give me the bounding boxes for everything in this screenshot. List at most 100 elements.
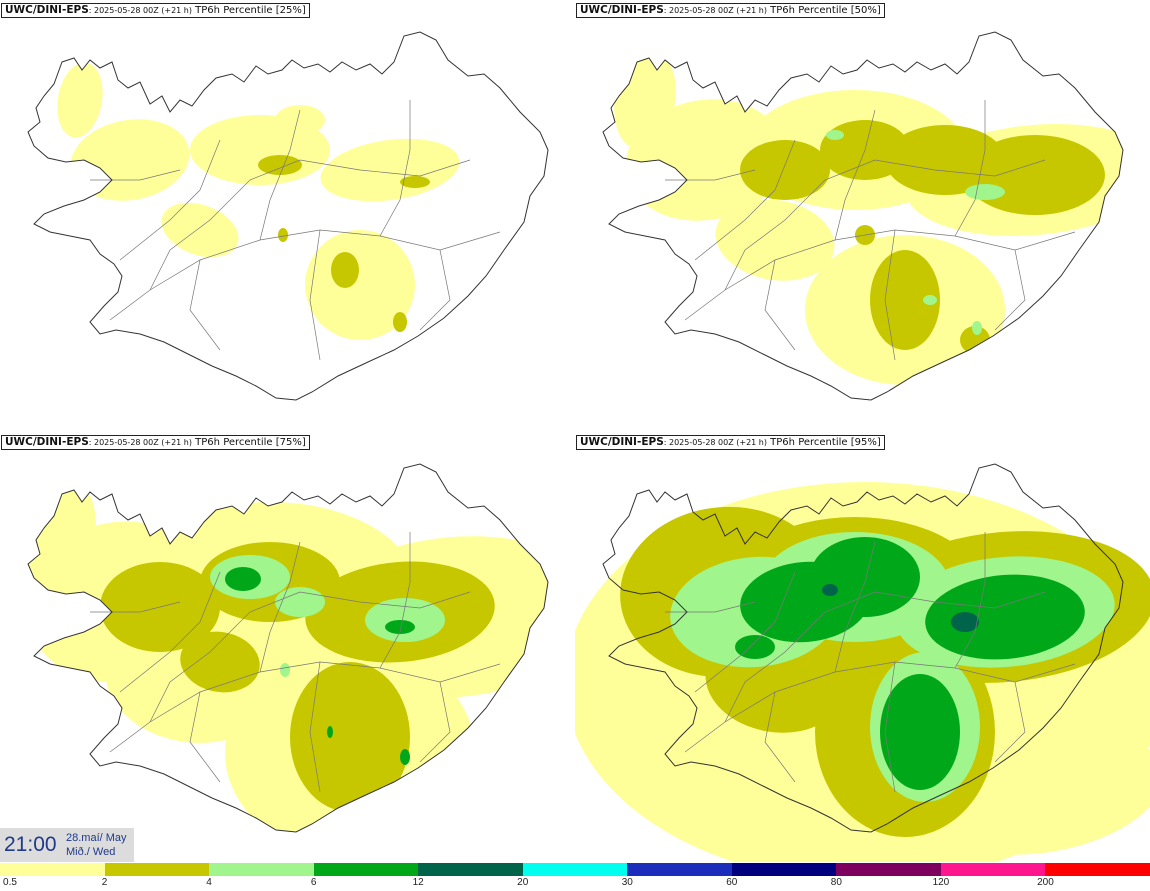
precip-area	[385, 620, 415, 634]
legend-tick-label: 6	[310, 877, 317, 888]
precip-area	[320, 138, 460, 202]
road-line	[694, 139, 796, 261]
legend-tick-label: 0.5	[3, 877, 17, 888]
precip-area	[280, 663, 290, 677]
legend-color-segment	[209, 863, 315, 876]
panel-title: UWC/DINI-EPS: 2025-05-28 00Z (+21 h) TP6…	[1, 435, 310, 450]
precip-area	[258, 155, 302, 175]
road-line	[419, 681, 451, 763]
road-line	[109, 661, 501, 753]
iceland-precip-map	[27, 463, 549, 833]
iceland-precip-map	[27, 31, 549, 401]
road-line	[724, 591, 1046, 723]
panel-title: UWC/DINI-EPS: 2025-05-28 00Z (+21 h) TP6…	[576, 435, 885, 450]
legend-tick-label: 4	[206, 877, 212, 888]
precip-area	[327, 726, 333, 738]
precip-area	[161, 202, 239, 258]
precip-area	[225, 567, 261, 591]
legend-tick-label: 30	[621, 877, 633, 888]
legend-color-segment	[522, 863, 628, 876]
road-line	[189, 259, 221, 351]
precip-area	[400, 176, 430, 188]
precip-area	[180, 631, 260, 693]
coastline	[602, 31, 1124, 401]
precip-area	[275, 587, 325, 617]
road-line	[419, 249, 451, 331]
road-line	[665, 169, 756, 181]
road-line	[90, 601, 181, 613]
map-panel-25: UWC/DINI-EPS: 2025-05-28 00Z (+21 h) TP6…	[0, 0, 575, 430]
precip-area	[822, 584, 838, 596]
valid-time-box: 21:00 28.maí/ May Mið./ Wed	[0, 828, 134, 862]
road-line	[149, 159, 471, 291]
precip-area	[826, 130, 844, 140]
precip-area	[965, 184, 1005, 200]
legend-color-segment	[104, 863, 210, 876]
road-line	[119, 139, 221, 261]
road-line	[189, 691, 221, 783]
legend-color-segment	[940, 863, 1046, 876]
coastline	[27, 31, 549, 401]
precip-area	[290, 662, 410, 812]
road-line	[954, 100, 986, 237]
road-line	[109, 229, 501, 321]
precip-area	[735, 635, 775, 659]
road-line	[309, 661, 321, 793]
precip-area	[400, 749, 410, 765]
road-line	[259, 541, 301, 673]
road-line	[994, 681, 1026, 763]
precip-area	[278, 228, 288, 242]
legend-tick-label: 60	[726, 877, 738, 888]
road-line	[834, 541, 876, 673]
legend-tick-label: 120	[932, 877, 950, 888]
road-line	[684, 661, 1076, 753]
road-line	[954, 532, 986, 669]
road-line	[149, 591, 471, 723]
map-panel-75: UWC/DINI-EPS: 2025-05-28 00Z (+21 h) TP6…	[0, 432, 575, 862]
road-line	[694, 571, 796, 693]
road-line	[379, 100, 411, 237]
coastline	[27, 463, 549, 833]
precip-area	[57, 62, 103, 138]
precip-area	[923, 295, 937, 305]
road-line	[119, 571, 221, 693]
legend-color-segment	[1045, 863, 1150, 876]
road-line	[665, 601, 756, 613]
precip-area	[305, 230, 415, 340]
legend-tick-label: 200	[1037, 877, 1054, 888]
precip-area	[275, 105, 325, 135]
valid-date: 28.maí/ May	[66, 832, 127, 844]
map-panel-50: UWC/DINI-EPS: 2025-05-28 00Z (+21 h) TP6…	[575, 0, 1150, 430]
precip-area	[880, 674, 960, 790]
road-line	[884, 661, 896, 793]
precip-color-legend: 0.5 2 4 6 12 20 30 60 80 120 200	[0, 862, 1150, 891]
road-line	[884, 229, 896, 361]
road-line	[764, 691, 796, 783]
panel-title: UWC/DINI-EPS: 2025-05-28 00Z (+21 h) TP6…	[576, 3, 885, 18]
road-line	[764, 259, 796, 351]
iceland-precip-map	[602, 31, 1124, 401]
road-line	[834, 109, 876, 241]
road-line	[309, 229, 321, 361]
legend-tick-label: 20	[517, 877, 529, 888]
road-line	[379, 532, 411, 669]
map-panel-95: UWC/DINI-EPS: 2025-05-28 00Z (+21 h) TP6…	[575, 432, 1150, 862]
legend-color-segment	[731, 863, 837, 876]
valid-weekday: Mið./ Wed	[66, 846, 116, 858]
legend-tick-label: 12	[412, 877, 424, 888]
coastline	[602, 463, 1124, 833]
legend-color-segment	[627, 863, 733, 876]
legend-tick-label: 2	[101, 877, 108, 888]
road-line	[259, 109, 301, 241]
legend-color-segment	[0, 863, 106, 876]
precip-area	[331, 252, 359, 288]
road-line	[994, 249, 1026, 331]
road-line	[724, 159, 1046, 291]
precip-area	[870, 250, 940, 350]
road-line	[90, 169, 181, 181]
panel-title: UWC/DINI-EPS: 2025-05-28 00Z (+21 h) TP6…	[1, 3, 310, 18]
precip-area	[972, 321, 982, 335]
legend-tick-label: 80	[830, 877, 842, 888]
precip-area	[365, 598, 445, 642]
legend-color-segment	[313, 863, 419, 876]
